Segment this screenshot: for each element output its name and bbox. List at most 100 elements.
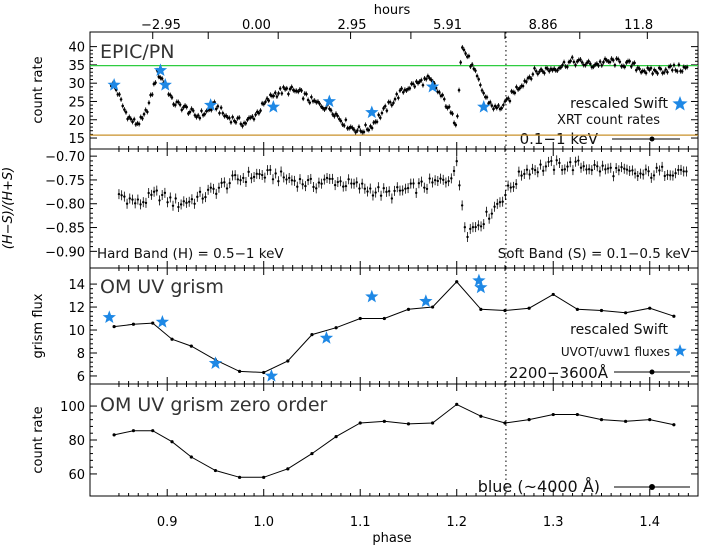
data-point (366, 190, 369, 193)
data-point (262, 102, 266, 106)
data-point (379, 194, 383, 197)
data-point (382, 187, 385, 190)
data-point (506, 184, 510, 187)
data-point (182, 106, 185, 109)
data-point (624, 419, 628, 423)
data-point (144, 201, 148, 205)
data-point (550, 159, 553, 163)
data-point (577, 159, 580, 162)
data-point (593, 163, 596, 167)
data-point (609, 166, 612, 169)
data-point (277, 179, 280, 183)
data-point (396, 185, 399, 189)
panel-3: 6 8 10 12 14 (68, 267, 699, 385)
data-point (347, 178, 350, 181)
data-point (144, 108, 147, 112)
data-point (528, 75, 531, 79)
panel-1-frame (89, 31, 699, 150)
data-point (456, 114, 459, 118)
data-point (666, 173, 669, 177)
data-point (328, 107, 331, 111)
data-point (574, 160, 577, 163)
panel4-title: OM UV grism zero order (100, 394, 328, 416)
data-point (648, 306, 652, 310)
data-point (382, 419, 386, 423)
data-point (234, 121, 238, 124)
data-point (672, 423, 676, 427)
data-point (360, 182, 364, 185)
data-point (313, 99, 316, 102)
data-point (493, 104, 497, 108)
data-point (387, 190, 391, 193)
data-point (623, 167, 626, 170)
data-point (592, 65, 595, 68)
data-point (598, 170, 602, 173)
data-point (401, 90, 405, 94)
data-point (572, 60, 576, 64)
data-point (620, 165, 623, 169)
data-point (408, 87, 412, 90)
bottom-axis-label: phase (372, 531, 411, 546)
y-tick-label: 100 (60, 400, 85, 415)
data-point (485, 210, 488, 214)
data-point (666, 70, 669, 74)
data-point (611, 58, 615, 62)
data-point (214, 107, 218, 111)
data-point (310, 333, 314, 337)
data-point (221, 111, 225, 115)
data-point (241, 124, 244, 128)
panel4-ylabel: count rate (31, 406, 46, 473)
data-point (177, 100, 180, 104)
data-point (331, 177, 334, 181)
data-point (137, 122, 141, 126)
data-point (515, 85, 518, 89)
data-point (339, 180, 342, 183)
data-point (308, 101, 312, 104)
data-point (237, 116, 241, 119)
data-point (296, 185, 299, 188)
data-point (685, 170, 688, 173)
panel1-ylabel: count rate (31, 56, 46, 123)
y-tick-label: 15 (68, 132, 85, 147)
panel-3-data (112, 280, 676, 375)
data-point (458, 184, 461, 187)
data-point (409, 182, 412, 185)
data-point (150, 193, 153, 197)
data-point (265, 97, 269, 100)
swift-star-marker (425, 79, 440, 93)
data-point (344, 184, 348, 188)
data-point (151, 321, 155, 325)
data-point (439, 177, 442, 180)
data-point (517, 170, 521, 173)
data-point (370, 126, 374, 130)
data-point (493, 205, 496, 208)
data-point (342, 185, 345, 188)
data-point (600, 64, 604, 67)
data-point (328, 177, 331, 181)
data-point (189, 455, 193, 459)
panel1-swift-label-1: rescaled Swift (570, 96, 668, 112)
data-point (560, 168, 564, 172)
top-axis-label: hours (374, 3, 411, 18)
data-point (306, 98, 310, 102)
x-tick-label: 0.9 (157, 515, 178, 530)
data-point (680, 70, 684, 73)
data-point (170, 440, 174, 444)
data-point (671, 68, 674, 72)
data-point (187, 112, 190, 115)
data-point (301, 97, 305, 100)
data-point (318, 102, 321, 105)
data-point (631, 169, 634, 172)
data-point (217, 186, 221, 189)
data-point (452, 121, 456, 125)
panel3-ylabel: grism flux (31, 293, 46, 358)
panel1-legend-star (672, 96, 688, 111)
data-point (188, 110, 192, 114)
data-point (170, 96, 174, 99)
data-point (652, 174, 656, 177)
data-point (171, 204, 175, 207)
data-point (160, 193, 164, 197)
data-point (120, 194, 123, 197)
data-point (527, 418, 531, 422)
data-point (304, 184, 307, 188)
